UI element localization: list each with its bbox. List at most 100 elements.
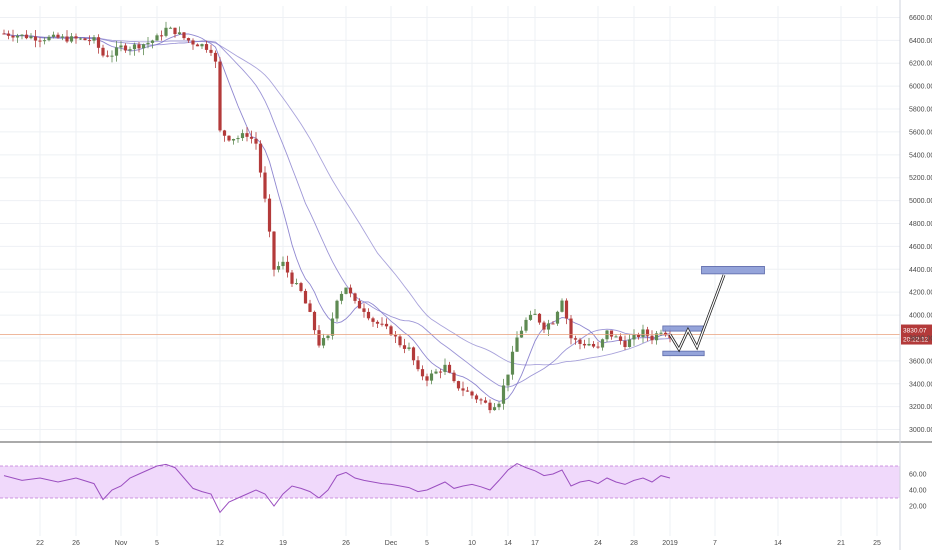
candle: [56, 32, 60, 39]
candle: [591, 341, 596, 349]
date-tick-label: 10: [468, 540, 476, 547]
candle: [267, 194, 272, 238]
candle-body: [573, 338, 578, 340]
candle: [429, 369, 434, 385]
price-tick-label: 6400.00: [909, 38, 932, 45]
candle-body: [272, 231, 276, 270]
candle: [222, 129, 227, 142]
candle: [398, 334, 402, 348]
candle-body: [632, 334, 636, 340]
candle: [227, 135, 231, 142]
candle: [357, 298, 362, 309]
candle-body: [92, 37, 96, 41]
price-tick-label: 4800.00: [909, 221, 932, 228]
price-tag: [901, 324, 932, 345]
candle-body: [537, 313, 542, 323]
candle-body: [74, 36, 78, 39]
candle: [119, 41, 123, 52]
candle-body: [290, 272, 294, 284]
candle: [452, 370, 456, 383]
candle: [411, 346, 416, 366]
candle-body: [533, 313, 537, 315]
candle-body: [209, 49, 213, 53]
candle: [551, 321, 555, 325]
candle: [200, 43, 204, 50]
candle-body: [663, 332, 668, 336]
candle: [213, 50, 218, 68]
candle: [299, 281, 303, 293]
price-tick-label: 6000.00: [909, 84, 932, 91]
candle-body: [474, 395, 479, 400]
candle: [236, 135, 240, 143]
candle: [605, 330, 609, 342]
candle-body: [335, 300, 339, 319]
candle: [533, 308, 537, 315]
candle-body: [110, 55, 114, 57]
date-tick-label: 19: [279, 540, 287, 547]
candle: [69, 33, 74, 44]
candle-body: [308, 303, 312, 312]
candle: [330, 312, 335, 340]
candle-body: [317, 330, 321, 346]
candle-body: [42, 40, 47, 42]
price-tick-label: 5400.00: [909, 152, 932, 159]
rsi-tick-label: 60.00: [909, 472, 927, 479]
candle: [168, 26, 173, 29]
date-tick-label: 2019: [662, 540, 678, 547]
candle-body: [461, 388, 465, 391]
price-tick-label: 3200.00: [909, 404, 932, 411]
date-tick-label: 24: [594, 540, 602, 547]
candle: [393, 331, 398, 344]
candle-body: [465, 390, 470, 392]
price-tick-label: 5000.00: [909, 198, 932, 205]
candle-body: [330, 318, 335, 336]
candle-body: [623, 340, 627, 348]
candle: [488, 399, 492, 414]
candle: [15, 33, 20, 43]
candle: [38, 37, 42, 48]
candle-body: [564, 300, 569, 319]
candle: [632, 329, 636, 346]
date-tick-label: Dec: [385, 540, 398, 547]
candle-body: [213, 52, 218, 62]
candle: [60, 34, 65, 41]
rsi-tick-label: 40.00: [909, 488, 927, 495]
rsi-band: [0, 465, 900, 499]
target-zone: [701, 266, 765, 275]
candle-body: [200, 44, 204, 47]
price-tick-label: 6200.00: [909, 61, 932, 68]
candle: [362, 303, 366, 318]
candle: [218, 57, 222, 133]
candle-body: [119, 45, 123, 48]
candle-body: [501, 385, 506, 404]
candle: [650, 330, 654, 345]
candle: [578, 337, 582, 350]
candle-body: [105, 55, 110, 57]
candle: [65, 30, 69, 44]
rsi-line: [3, 463, 671, 514]
candle: [146, 36, 150, 49]
candle-body: [591, 343, 596, 347]
candle: [155, 33, 159, 41]
candle-body: [596, 346, 600, 348]
price-tick-label: 3600.00: [909, 358, 932, 365]
candle-body: [87, 40, 92, 42]
rsi-tick-label: 20.00: [909, 504, 927, 511]
candle: [443, 358, 447, 376]
candle-body: [173, 27, 177, 35]
candle-body: [389, 326, 393, 336]
candle: [87, 35, 92, 46]
candle: [375, 320, 380, 329]
candle-body: [578, 339, 582, 344]
date-tick-label: 26: [342, 540, 350, 547]
candle: [173, 27, 177, 38]
candle-body: [96, 37, 101, 48]
candle: [519, 326, 524, 338]
candle: [128, 46, 132, 56]
candle: [92, 34, 96, 44]
candle: [465, 386, 470, 392]
candle: [47, 34, 51, 42]
price-tag-countdown: 20:12:12: [903, 337, 929, 344]
candle-body: [429, 373, 434, 381]
